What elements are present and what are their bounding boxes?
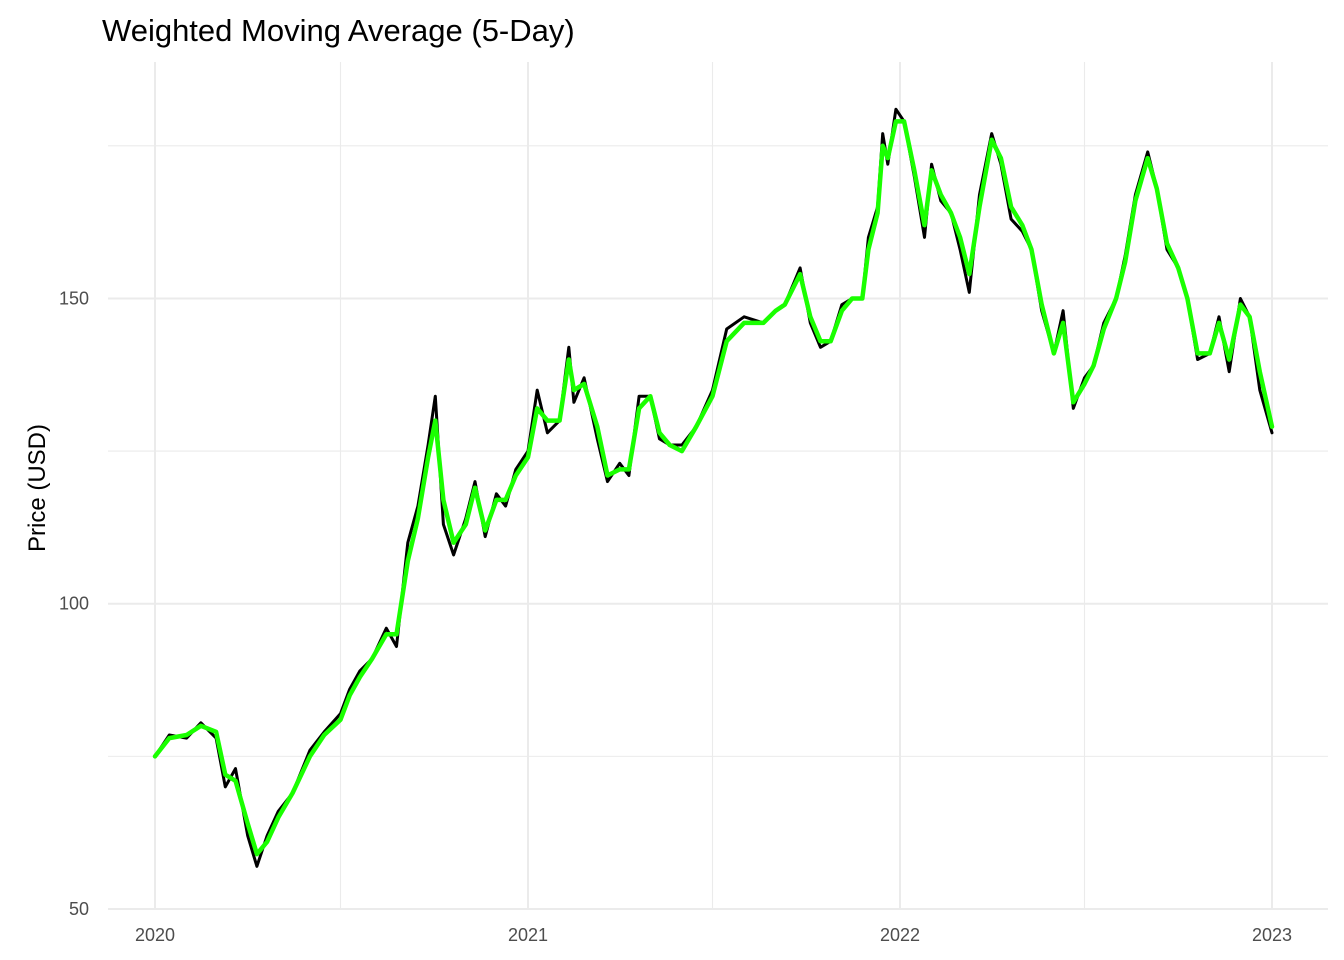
x-tick-label: 2022 <box>880 925 920 945</box>
y-tick-label: 50 <box>69 899 89 919</box>
y-tick-labels: 50 100 150 <box>59 288 89 919</box>
x-tick-labels: 2020 2021 2022 2023 <box>135 925 1292 945</box>
major-gridlines <box>108 62 1328 910</box>
minor-gridlines <box>108 62 1328 910</box>
wma-line <box>152 119 1275 857</box>
x-tick-label: 2021 <box>508 925 548 945</box>
y-tick-label: 150 <box>59 288 89 308</box>
y-tick-label: 100 <box>59 594 89 614</box>
price-line <box>153 107 1274 868</box>
x-tick-label: 2020 <box>135 925 175 945</box>
y-axis-label: Price (USD) <box>24 424 51 552</box>
chart-title: Weighted Moving Average (5-Day) <box>102 13 575 48</box>
x-tick-label: 2023 <box>1252 925 1292 945</box>
series-layer <box>152 107 1275 868</box>
